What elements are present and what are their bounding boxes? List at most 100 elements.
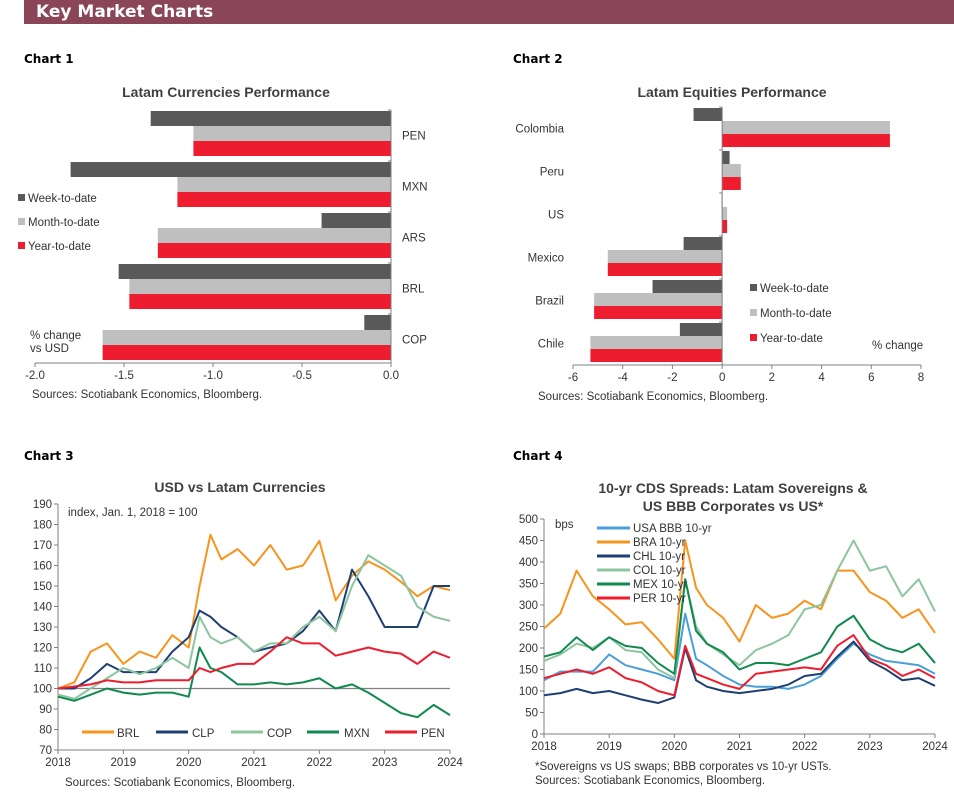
y-tick-label: 80	[39, 725, 52, 737]
x-tick-label: -6	[568, 372, 578, 384]
x-tick-label: 2	[769, 372, 775, 384]
chart-2-title: Latam Equities Performance	[637, 84, 826, 100]
legend-label-ytd: Year-to-date	[760, 333, 823, 345]
y-tick-label: 90	[39, 704, 52, 716]
legend-label-mtd: Month-to-date	[28, 217, 100, 229]
legend-label-mex: MEX 10-yr	[633, 579, 687, 591]
y-tick-label: 250	[519, 622, 538, 634]
bar-peru-mtd	[722, 164, 741, 177]
bar-pen-ytd	[193, 141, 391, 156]
x-tick-label: 4	[818, 372, 825, 384]
x-tick-label: -2.0	[25, 370, 45, 382]
bar-cop-mtd	[102, 330, 391, 345]
bar-colombia-ytd	[722, 134, 890, 147]
legend-label-col: COL 10-yr	[633, 565, 686, 577]
x-tick-label: 2023	[857, 741, 883, 753]
category-label-pen: PEN	[402, 131, 426, 143]
series-line-per	[543, 634, 936, 697]
legend-label-wtd: Week-to-date	[760, 283, 829, 295]
x-tick-label: 2022	[307, 757, 333, 769]
bar-brl-mtd	[129, 279, 391, 294]
bar-chile-wtd	[679, 323, 723, 336]
bar-peru-ytd	[722, 177, 741, 190]
y-tick-label: 120	[33, 643, 52, 655]
legend-label-bra: BRA 10-yr	[633, 537, 686, 549]
index-annotation: index, Jan. 1, 2018 = 100	[68, 507, 197, 519]
y-tick-label: 110	[34, 663, 52, 675]
y-tick-label: 500	[519, 514, 538, 526]
bar-mexico-ytd	[607, 263, 723, 276]
x-tick-label: 2024	[437, 757, 463, 769]
series-line-clp	[58, 568, 450, 690]
x-tick-label: -1.5	[114, 370, 134, 382]
x-tick-label: 2021	[727, 741, 753, 753]
bar-us-mtd	[722, 207, 728, 220]
series-line-pen	[57, 636, 451, 690]
y-tick-label: 50	[525, 708, 538, 720]
y-tick-label: 150	[33, 581, 52, 593]
x-tick-label: 2018	[45, 757, 71, 769]
bar-chile-ytd	[590, 349, 723, 362]
section-header: Key Market Charts	[24, 0, 954, 24]
bar-brazil-ytd	[594, 306, 723, 319]
y-tick-label: 190	[33, 499, 52, 511]
x-tick-label: 2020	[176, 757, 202, 769]
x-tick-label: -1.0	[203, 370, 223, 382]
legend-label-pen: PEN	[421, 728, 445, 740]
bar-brazil-wtd	[652, 280, 723, 293]
chart-4-label: Chart 4	[513, 449, 563, 463]
x-tick-label: 2019	[596, 741, 622, 753]
category-label-colombia: Colombia	[515, 124, 564, 136]
legend-label-brl: BRL	[117, 728, 140, 740]
legend-label-chl: CHL 10-yr	[633, 551, 685, 563]
annotation: % change	[872, 340, 923, 352]
category-label-mexico: Mexico	[528, 253, 564, 265]
category-label-chile: Chile	[538, 339, 564, 351]
bar-mxn-mtd	[177, 177, 391, 192]
bar-cop-wtd	[364, 315, 391, 330]
y-tick-label: 200	[519, 643, 538, 655]
legend-label-mtd: Month-to-date	[760, 308, 832, 320]
category-label-mxn: MXN	[402, 182, 428, 194]
x-tick-label: 6	[868, 372, 874, 384]
y-tick-label: 300	[519, 600, 538, 612]
bar-ars-mtd	[157, 228, 391, 243]
x-tick-label: -4	[618, 372, 629, 384]
category-label-ars: ARS	[402, 233, 426, 245]
source-note: Sources: Scotiabank Economics, Bloomberg…	[32, 389, 262, 401]
legend-swatch-wtd	[18, 194, 25, 201]
bar-colombia-mtd	[722, 121, 890, 134]
bar-colombia-wtd	[693, 108, 723, 121]
series-line-mxn	[57, 646, 451, 719]
y-tick-label: 350	[519, 579, 538, 591]
x-tick-label: 2019	[111, 757, 137, 769]
y-tick-label: 150	[519, 665, 538, 677]
bar-us-ytd	[722, 220, 728, 233]
y-unit-label: bps	[555, 519, 574, 531]
y-tick-label: 450	[519, 536, 538, 548]
legend-swatch-ytd	[750, 334, 757, 341]
legend-label-per: PER 10-yr	[633, 593, 686, 605]
series-line-mex	[543, 578, 936, 675]
x-tick-label: 8	[918, 372, 924, 384]
chart-3-label: Chart 3	[24, 449, 74, 463]
legend-label-ytd: Year-to-date	[28, 241, 91, 253]
bar-mexico-mtd	[607, 250, 723, 263]
chart-1-title: Latam Currencies Performance	[122, 84, 330, 100]
category-label-peru: Peru	[540, 167, 564, 179]
legend-label-cop: COP	[267, 728, 292, 740]
series-line-cop	[57, 554, 451, 700]
x-tick-label: 0	[719, 372, 725, 384]
y-tick-label: 100	[519, 686, 538, 698]
category-label-brl: BRL	[402, 284, 425, 296]
x-tick-label: 2020	[662, 741, 688, 753]
x-tick-label: -2	[667, 372, 677, 384]
y-tick-label: 130	[33, 622, 52, 634]
bar-pen-mtd	[193, 126, 391, 141]
legend-swatch-ytd	[18, 242, 25, 249]
y-tick-label: 400	[519, 557, 538, 569]
y-tick-label: 100	[33, 684, 52, 696]
legend-swatch-wtd	[750, 284, 757, 291]
chart-4-title-line-1: 10-yr CDS Spreads: Latam Sovereigns &	[598, 480, 867, 496]
